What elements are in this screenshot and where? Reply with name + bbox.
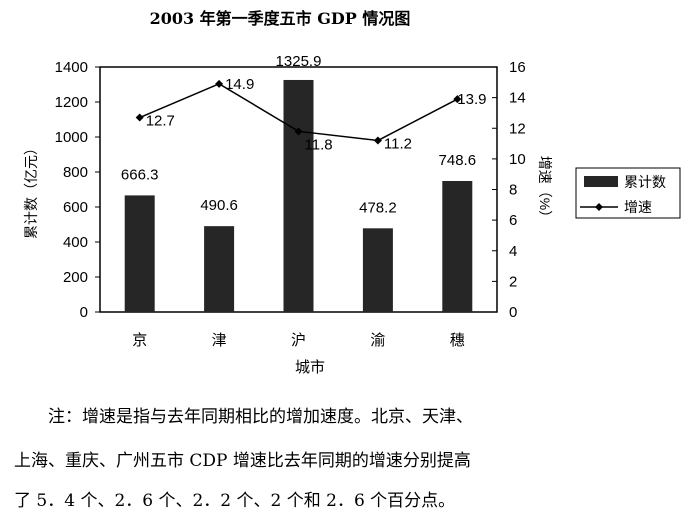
legend: 累计数 增速 bbox=[575, 167, 681, 219]
y2-tick-label: 12 bbox=[509, 120, 526, 137]
bar-data-label: 490.6 bbox=[200, 197, 238, 214]
chart-svg: 2003 年第一季度五市 GDP 情况图 0 200 400 600 800 1000 12… bbox=[23, 9, 681, 376]
bar-data-label: 748.6 bbox=[439, 152, 477, 169]
y-tick-label: 0 bbox=[80, 304, 88, 321]
line-data-label: 11.8 bbox=[305, 136, 333, 153]
y-tick-label: 600 bbox=[63, 199, 88, 216]
note-line-3: 了 5．4 个、2．6 个、2．2 个、2 个和 2．6 个百分点。 bbox=[14, 491, 456, 511]
y-tick-label: 1400 bbox=[55, 59, 88, 76]
y2-tick-label: 6 bbox=[509, 212, 517, 229]
y2-tick-label: 2 bbox=[509, 273, 517, 290]
bar bbox=[362, 228, 393, 312]
note-line-1: 注：增速是指与去年同期相比的增加速度。北京、天津、 bbox=[48, 407, 473, 427]
y-tick-label: 1000 bbox=[55, 129, 88, 146]
x-tick-label: 沪 bbox=[291, 332, 306, 349]
y-tick-label: 800 bbox=[63, 164, 88, 181]
bar bbox=[204, 226, 235, 312]
bar-data-label: 666.3 bbox=[121, 166, 159, 183]
y2-tick-label: 16 bbox=[509, 59, 526, 76]
line-marker bbox=[215, 79, 224, 88]
y-tick-label: 200 bbox=[63, 269, 88, 286]
bar bbox=[442, 180, 473, 312]
line-data-label: 13.9 bbox=[457, 91, 486, 108]
line-data-label: 11.2 bbox=[384, 136, 412, 153]
line-marker bbox=[373, 136, 382, 145]
line-marker bbox=[135, 113, 144, 122]
x-tick-label: 穗 bbox=[450, 332, 465, 349]
bar-data-label: 1325.9 bbox=[276, 53, 322, 70]
bar bbox=[283, 79, 314, 312]
y2-tick-label: 10 bbox=[509, 151, 526, 168]
bar-data-label: 478.2 bbox=[359, 199, 397, 216]
x-axis-label: 城市 bbox=[295, 359, 325, 376]
y-axis-label: 累计数（亿元） bbox=[23, 141, 39, 239]
y-tick-label: 400 bbox=[63, 234, 88, 251]
legend-bar-swatch bbox=[584, 176, 618, 187]
line-data-label: 12.7 bbox=[146, 113, 175, 130]
y2-tick-label: 14 bbox=[509, 90, 526, 107]
line-marker bbox=[453, 95, 462, 104]
note-line-2: 上海、重庆、广州五市 CDP 增速比去年同期的增速分别提高 bbox=[14, 451, 471, 471]
legend-diamond-marker bbox=[595, 203, 603, 211]
legend-bar-label: 累计数 bbox=[624, 174, 666, 190]
chart-title: 2003 年第一季度五市 GDP 情况图 bbox=[150, 9, 411, 28]
bar bbox=[124, 195, 155, 312]
line-data-label: 14.9 bbox=[225, 76, 254, 93]
line-marker bbox=[294, 127, 303, 136]
x-tick-label: 津 bbox=[212, 332, 227, 349]
y2-tick-label: 8 bbox=[509, 182, 517, 199]
y2-tick-label: 4 bbox=[509, 243, 517, 260]
y2-tick-label: 0 bbox=[509, 304, 517, 321]
x-tick-label: 渝 bbox=[370, 332, 385, 349]
y2-axis-label: 增速（%） bbox=[537, 156, 553, 224]
legend-line-label: 增速 bbox=[624, 199, 652, 215]
x-tick-label: 京 bbox=[132, 332, 147, 349]
y-tick-label: 1200 bbox=[55, 94, 88, 111]
